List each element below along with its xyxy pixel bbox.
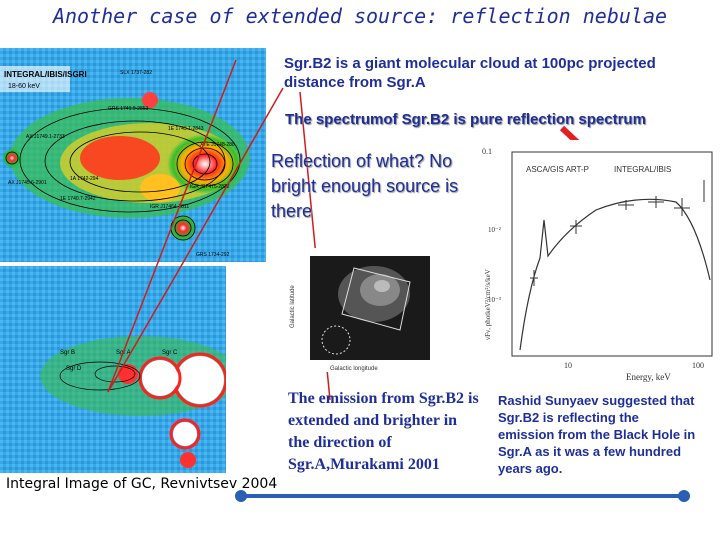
slide-title: Another case of extended source: reflect… — [52, 4, 668, 28]
map-region-label: Sgr D — [66, 366, 82, 372]
spectrum-xtick-10: 10 — [564, 361, 572, 370]
spectrum-ytick-mid: 10⁻² — [488, 226, 501, 234]
source-label: AX J1745.6-2901 — [8, 180, 47, 186]
point-sgrb2: Sgr.B2 is a giant molecular cloud at 100… — [284, 55, 656, 91]
map-region-label: Sgr B — [60, 350, 75, 356]
point-spectrum: The spectrumof Sgr.B2 is pure reflection… — [285, 111, 646, 128]
source-label: 1A 1742-294 — [70, 176, 99, 182]
spectrum-xlabel: Energy, keV — [626, 372, 671, 382]
spectrum-ylabel: νFν, photkeV²/cm²/s/keV — [484, 269, 492, 340]
spectrum-plot: 0.1 ASCA/GIS ART-P INTEGRAL/IBIS 10⁻² 10… — [476, 140, 720, 384]
inset-xlabel: Galactic longitude — [330, 366, 378, 372]
slider-end-knob[interactable] — [678, 490, 690, 502]
inset-ylabel: Galactic latitude — [290, 285, 296, 328]
source-label: AX J1749.1-2733 — [26, 134, 65, 140]
image-caption: Integral Image of GC, Revnivtsev 2004 — [6, 476, 278, 492]
sunyaev-text: Rashid Sunyaev suggested that Sgr.B2 is … — [498, 393, 696, 476]
spectrum-right-label: INTEGRAL/IBIS — [614, 165, 671, 174]
spectrum-data-points — [530, 180, 705, 286]
source-label: 1E 1740.7-2942 — [60, 196, 96, 202]
spectrum-left-label: ASCA/GIS ART-P — [526, 165, 589, 174]
emission-text: The emission from Sgr.B2 is extended and… — [288, 390, 479, 473]
spectrum-ytick-low: 10⁻³ — [488, 296, 501, 304]
map-label-band: 18-60 keV — [8, 83, 40, 90]
xray-inset-image: Galactic longitude Galactic latitude — [284, 248, 432, 372]
map-label-instrument: INTEGRAL/IBIS/ISGRI — [4, 70, 87, 79]
spectrum-ytick-top: 0.1 — [482, 147, 492, 156]
spectrum-xtick-100: 100 — [692, 361, 704, 370]
slider-start-knob[interactable] — [235, 490, 247, 502]
point-reflection: Reflection of what? No bright enough sou… — [271, 151, 459, 221]
